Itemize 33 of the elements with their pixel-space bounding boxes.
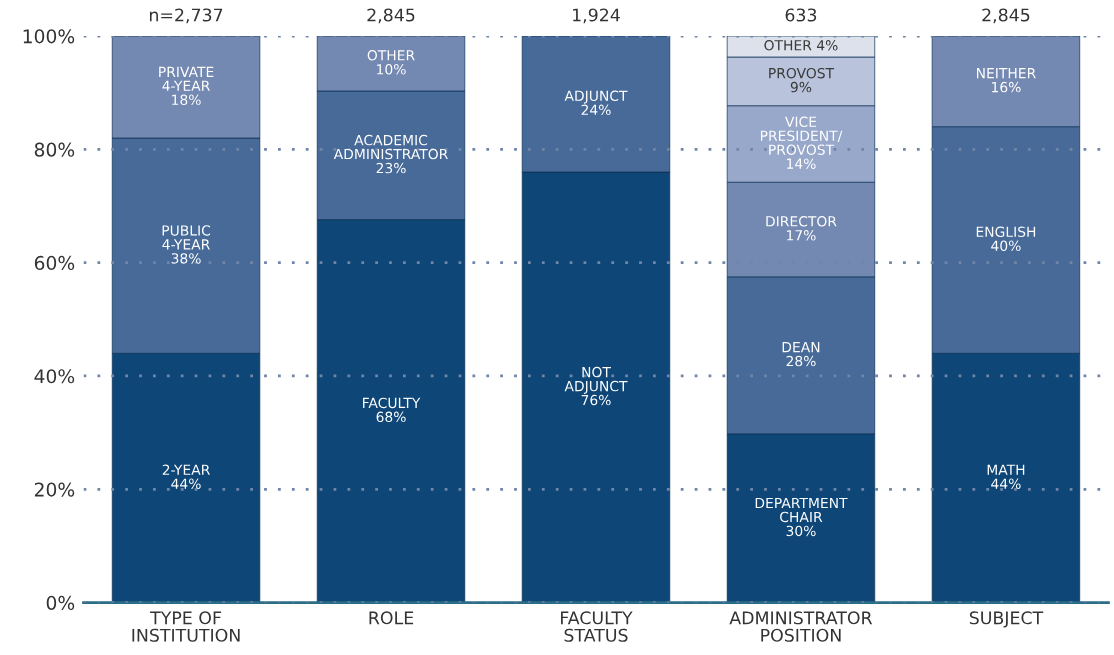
y-tick-label: 40% [34, 369, 75, 384]
x-tick-label: TYPE OF INSTITUTION [132, 611, 240, 642]
annotation: 633 [785, 8, 817, 22]
x-tick-label: FACULTY STATUS [561, 611, 633, 642]
x-tick-label: ADMINISTRATOR POSITION [729, 611, 873, 642]
data-label: DEAN 28% [782, 342, 820, 367]
data-label: ENGLISH 40% [976, 226, 1036, 252]
y-tick-label: 80% [34, 142, 75, 157]
data-label: NOT ADJUNCT 76% [564, 366, 628, 406]
data-label: DIRECTOR 17% [766, 216, 837, 241]
data-label: OTHER 4% [764, 40, 838, 51]
data-label: ADJUNCT 24% [564, 90, 628, 116]
annotation: 2,845 [367, 8, 415, 24]
data-label: PUBLIC 4-YEAR 38% [162, 225, 211, 264]
annotation: 2,845 [982, 8, 1030, 24]
y-tick-label: 60% [34, 255, 75, 271]
y-tick-label: 100% [23, 29, 75, 44]
data-label: FACULTY 68% [363, 397, 421, 423]
annotation: 1,924 [573, 8, 620, 24]
data-label: PROVOST 9% [769, 67, 835, 93]
data-label: DEPARTMENT CHAIR 30% [755, 497, 848, 537]
data-label: VICE PRESIDENT/ PROVOST 14% [760, 116, 843, 169]
data-label: MATH 44% [987, 464, 1025, 489]
annotation: n=2,737 [149, 8, 223, 24]
data-label: 2-YEAR 44% [162, 464, 210, 489]
data-label: PRIVATE 4-YEAR 18% [159, 66, 214, 106]
data-label: NEITHER 16% [977, 68, 1036, 93]
data-label: OTHER 10% [367, 50, 415, 75]
data-label: ACADEMIC ADMINISTRATOR 23% [333, 134, 448, 174]
x-tick-label: ROLE [369, 611, 414, 625]
y-tick-label: 20% [34, 482, 75, 497]
x-tick-label: SUBJECT [969, 611, 1044, 628]
y-tick-label: 0% [46, 595, 75, 610]
